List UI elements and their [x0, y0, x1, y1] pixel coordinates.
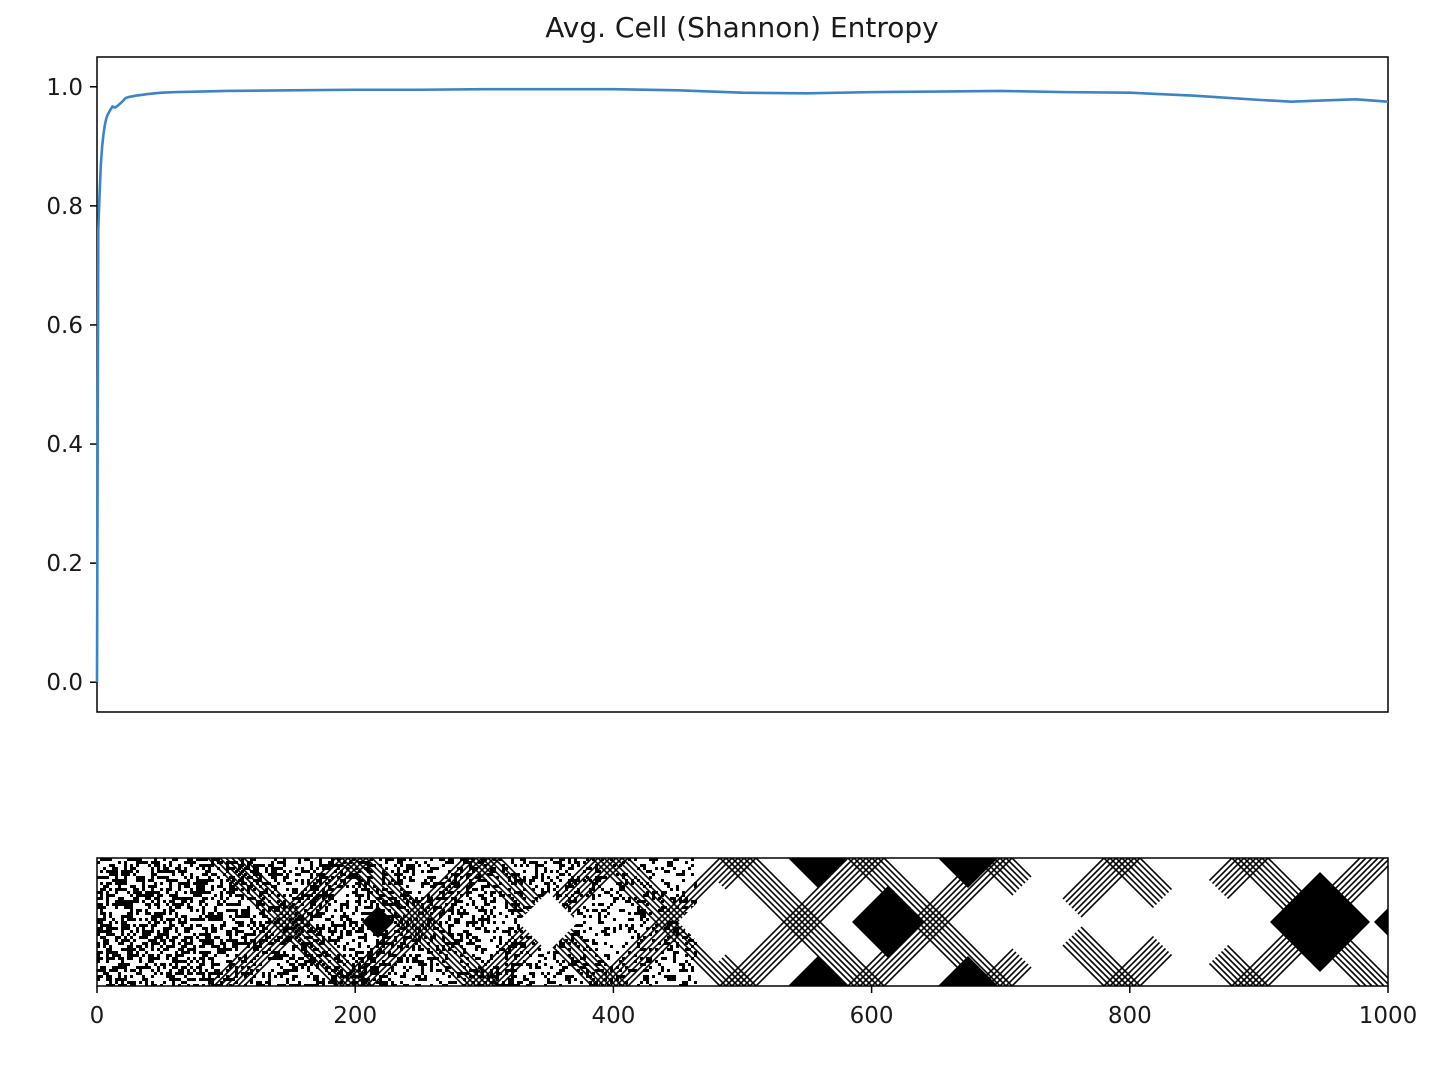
chart-title: Avg. Cell (Shannon) Entropy [545, 11, 938, 44]
heatmap-diagonal [207, 858, 337, 986]
x-tick-label: 200 [333, 1003, 377, 1029]
heatmap-chart: 0 200 400 600 800 1000 [90, 857, 1418, 1029]
heatmap-diagonal [231, 858, 361, 986]
heatmap-black-diamond [1270, 872, 1370, 972]
heatmap-diagonal [341, 858, 471, 986]
x-axis-ticks: 0 200 400 600 800 1000 [90, 986, 1418, 1029]
heatmap-black-triangle [788, 858, 848, 888]
heatmap-black-diamond [362, 906, 394, 938]
heatmap-white-diamond [678, 882, 758, 962]
heatmap-diagonal [353, 858, 483, 986]
x-tick-label: 1000 [1359, 1003, 1418, 1029]
heatmap-diagonal [365, 858, 495, 986]
heatmap-diagonal [609, 858, 739, 986]
heatmap-diagonal [591, 858, 721, 986]
heatmap-black-diamond [852, 886, 924, 958]
heatmap-diagonal [755, 858, 885, 986]
line-series [95, 87, 1389, 683]
heatmap-diagonal [219, 858, 349, 986]
heatmap-black-triangle [938, 858, 998, 888]
heatmap-diagonal [359, 858, 489, 986]
heatmap-diagonal [871, 858, 1001, 986]
x-tick-label: 800 [1108, 1003, 1152, 1029]
line-chart-frame [96, 56, 1389, 713]
heatmap-diagonal [737, 858, 867, 986]
y-tick-label: 0.4 [46, 432, 83, 458]
heatmap-diagonal [371, 858, 501, 986]
heatmap-white-diamond [986, 872, 1086, 972]
heatmap-white-diamond [1139, 866, 1251, 978]
heatmap-diagonal [725, 858, 855, 986]
y-tick-label: 0.0 [46, 670, 83, 696]
line-chart: 0.0 0.2 0.4 0.6 0.8 1.0 [46, 56, 1389, 713]
heatmap-diagonal [731, 858, 861, 986]
y-axis-ticks: 0.0 0.2 0.4 0.6 0.8 1.0 [46, 75, 97, 696]
heatmap-diagonal [883, 858, 1013, 986]
heatmap-diagonal [749, 858, 879, 986]
y-tick-label: 1.0 [46, 75, 83, 101]
heatmap-diagonal [603, 858, 733, 986]
y-tick-label: 0.2 [46, 551, 83, 577]
heatmap-diagonal [335, 858, 465, 986]
heatmap-frame [96, 857, 1389, 987]
heatmap-cells [97, 858, 1388, 986]
heatmap-black-triangle [938, 956, 998, 986]
heatmap-diagonal [597, 858, 727, 986]
y-tick-label: 0.8 [46, 194, 83, 220]
x-tick-label: 0 [90, 1003, 105, 1029]
heatmap-diagonal [243, 858, 373, 986]
heatmap-diagonal [225, 858, 355, 986]
heatmap-diagonal [237, 858, 367, 986]
heatmap-diagonal [743, 858, 873, 986]
heatmap-diagonal [877, 858, 1007, 986]
heatmap-black-triangle [788, 956, 848, 986]
heatmap-diagonal [347, 858, 477, 986]
heatmap-black-triangle [1374, 908, 1388, 936]
x-tick-label: 400 [591, 1003, 635, 1029]
entropy-line [95, 87, 1389, 683]
heatmap-white-diamond [518, 892, 578, 952]
y-tick-label: 0.6 [46, 313, 83, 339]
x-tick-label: 600 [850, 1003, 894, 1029]
heatmap-diagonal [213, 858, 343, 986]
